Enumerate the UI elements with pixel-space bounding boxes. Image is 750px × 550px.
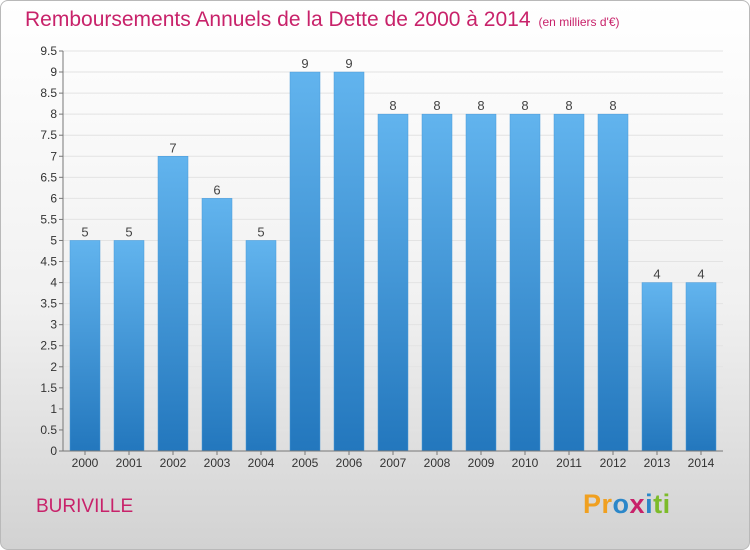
bar xyxy=(421,113,453,452)
bar-value-label: 8 xyxy=(521,98,528,113)
bar-value-label: 8 xyxy=(565,98,572,113)
y-tick-label: 8 xyxy=(50,107,57,121)
bar xyxy=(509,113,541,452)
x-tick-label: 2010 xyxy=(512,456,539,470)
x-tick-label: 2002 xyxy=(160,456,187,470)
y-tick-label: 5 xyxy=(50,233,57,247)
y-tick-label: 3 xyxy=(50,318,57,332)
logo-letter: P xyxy=(583,489,602,519)
x-tick-label: 2008 xyxy=(424,456,451,470)
logo-letter: r xyxy=(601,489,613,519)
bar-value-label: 8 xyxy=(477,98,484,113)
bar-value-label: 4 xyxy=(653,267,660,282)
chart-title-block: Remboursements Annuels de la Dette de 20… xyxy=(25,8,620,32)
bar-value-label: 6 xyxy=(213,182,220,197)
x-tick-label: 2001 xyxy=(116,456,143,470)
bar xyxy=(641,282,673,452)
logo-letter: o xyxy=(612,489,630,519)
logo-letter: x xyxy=(629,489,646,519)
commune-name: BURIVILLE xyxy=(36,496,134,517)
x-tick-label: 2012 xyxy=(600,456,627,470)
proxiti-logo[interactable]: Proxiti xyxy=(583,489,671,520)
y-tick-label: 0.5 xyxy=(40,423,57,437)
y-tick-label: 1.5 xyxy=(40,381,57,395)
bar xyxy=(465,113,497,452)
y-tick-label: 4 xyxy=(50,276,57,290)
x-tick-label: 2000 xyxy=(72,456,99,470)
bar xyxy=(245,240,277,452)
x-tick-label: 2005 xyxy=(292,456,319,470)
bar xyxy=(113,240,145,452)
y-axis: 0 0.5 1 1.5 2 2.5 3 3.5 4 4.5 5 5.5 6 6.5 7 7.5 8 8.5 9 9.5 xyxy=(40,44,64,458)
logo-letter: t xyxy=(653,489,663,519)
y-tick-label: 2.5 xyxy=(40,339,57,353)
y-tick-label: 0 xyxy=(50,444,57,458)
chart-unit-label: (en milliers d'€) xyxy=(538,15,620,29)
y-tick-label: 6 xyxy=(50,191,57,205)
y-tick-label: 6.5 xyxy=(40,170,57,184)
x-axis: 2000 2001 2002 2003 2004 2005 2006 2007 2008 2009… xyxy=(63,450,723,470)
bar-value-label: 8 xyxy=(389,98,396,113)
y-tick-label: 4.5 xyxy=(40,255,57,269)
x-tick-label: 2009 xyxy=(468,456,495,470)
bar xyxy=(69,240,101,452)
bar xyxy=(685,282,717,452)
y-tick-label: 2 xyxy=(50,360,57,374)
bar-value-label: 9 xyxy=(345,56,352,71)
x-tick-label: 2004 xyxy=(248,456,275,470)
bar-value-label: 8 xyxy=(433,98,440,113)
bar xyxy=(377,113,409,452)
y-tick-label: 5.5 xyxy=(40,212,57,226)
bar xyxy=(201,198,233,452)
bar xyxy=(597,113,629,452)
logo-letter: i xyxy=(645,489,654,519)
x-tick-label: 2007 xyxy=(380,456,407,470)
x-tick-label: 2006 xyxy=(336,456,363,470)
x-tick-label: 2003 xyxy=(204,456,231,470)
bar-value-label: 5 xyxy=(257,224,264,239)
x-tick-label: 2011 xyxy=(556,456,582,470)
x-tick-label: 2013 xyxy=(644,456,671,470)
bar xyxy=(553,113,585,452)
bar-value-label: 7 xyxy=(169,140,176,155)
bars: 5 5 7 6 5 9 9 8 8 8 8 8 8 4 4 xyxy=(69,56,717,452)
y-tick-label: 9.5 xyxy=(40,44,57,58)
bar xyxy=(289,71,321,452)
bar-value-label: 9 xyxy=(301,56,308,71)
y-tick-label: 8.5 xyxy=(40,86,57,100)
x-tick-label: 2014 xyxy=(688,456,715,470)
chart-title: Remboursements Annuels de la Dette de 20… xyxy=(25,8,531,31)
logo-letter: i xyxy=(662,489,671,519)
y-tick-label: 9 xyxy=(50,65,57,79)
bar-value-label: 4 xyxy=(697,267,704,282)
bar-value-label: 5 xyxy=(81,224,88,239)
bar xyxy=(333,71,365,452)
bar xyxy=(157,156,189,452)
y-tick-label: 7.5 xyxy=(40,128,57,142)
bar-value-label: 8 xyxy=(609,98,616,113)
bar-value-label: 5 xyxy=(125,224,132,239)
y-tick-label: 7 xyxy=(50,149,57,163)
y-tick-label: 3.5 xyxy=(40,297,57,311)
y-tick-label: 1 xyxy=(50,402,57,416)
